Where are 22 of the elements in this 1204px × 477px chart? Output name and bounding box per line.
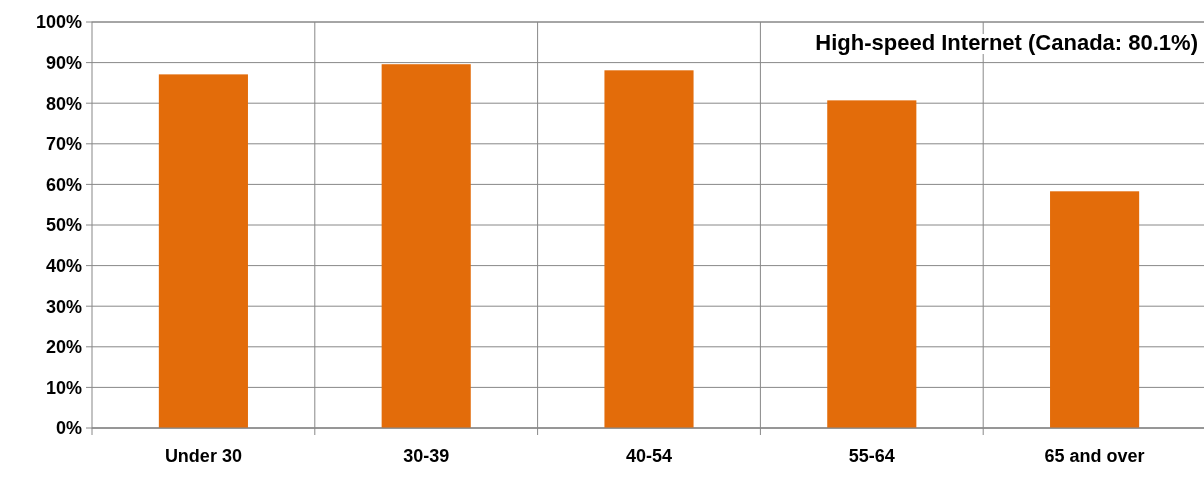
- y-tick-label: 80%: [45, 93, 82, 114]
- bar: [381, 64, 471, 428]
- x-tick-label: 65 and over: [1044, 446, 1145, 466]
- y-tick-label: 20%: [45, 337, 82, 358]
- y-tick-label: 30%: [45, 296, 82, 317]
- bar: [158, 74, 248, 428]
- y-tick-label: 40%: [45, 255, 82, 276]
- chart-title: High-speed Internet (Canada: 80.1%): [815, 30, 1198, 55]
- bar: [827, 100, 917, 428]
- bar: [604, 70, 694, 428]
- y-tick-label: 10%: [45, 377, 82, 398]
- bar: [1050, 191, 1140, 428]
- y-tick-label: 50%: [45, 215, 82, 236]
- x-tick-label: 30-39: [403, 446, 450, 466]
- y-tick-label: 90%: [45, 52, 82, 73]
- x-tick-label: 40-54: [625, 446, 673, 466]
- y-tick-label: 60%: [45, 174, 82, 195]
- y-tick-label: 0%: [55, 418, 82, 439]
- y-tick-label: 100%: [35, 12, 82, 33]
- y-tick-label: 70%: [45, 134, 82, 155]
- x-tick-label: 55-64: [848, 446, 895, 466]
- x-tick-label: Under 30: [164, 446, 242, 466]
